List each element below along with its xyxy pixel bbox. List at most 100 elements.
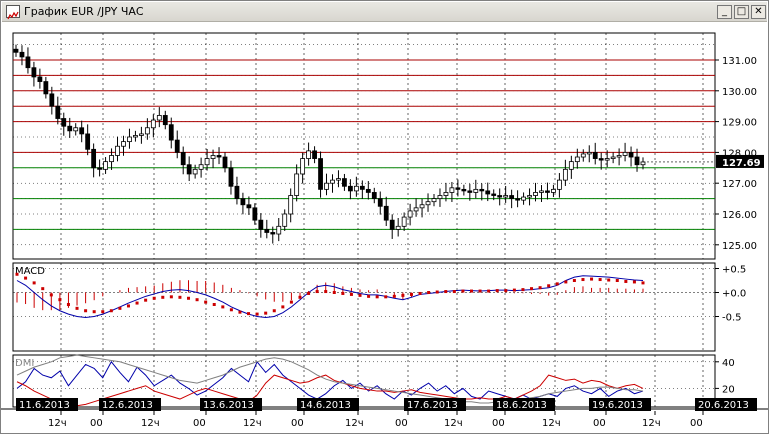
macd-signal-point xyxy=(298,295,302,299)
candle-body xyxy=(610,156,616,159)
dmi-minus-line xyxy=(16,374,644,407)
macd-panel[interactable]: +0.5 +0.0 -0.5 MACD xyxy=(12,262,746,352)
macd-signal-point xyxy=(547,284,551,288)
macd-signal-point xyxy=(341,291,345,295)
candle-body xyxy=(443,192,449,196)
candle-body xyxy=(61,118,67,127)
date-label: 20.6.2013 xyxy=(698,400,749,411)
candle-body xyxy=(598,158,604,161)
candle-body xyxy=(419,204,425,209)
macd-signal-point xyxy=(84,309,88,313)
macd-tick-label: +0.0 xyxy=(722,289,746,300)
macd-signal-point xyxy=(607,278,611,282)
dmi-tick-label: 20 xyxy=(722,384,735,395)
macd-signal-point xyxy=(478,289,482,293)
candle-body xyxy=(13,48,19,53)
macd-signal-point xyxy=(572,279,576,282)
candle-body xyxy=(527,195,532,198)
candle-body xyxy=(365,188,371,193)
candle-body xyxy=(73,127,79,132)
candle-body xyxy=(180,151,186,166)
macd-signal-point xyxy=(161,295,165,299)
macd-signal-point xyxy=(126,304,130,308)
maximize-button[interactable]: □ xyxy=(734,5,749,19)
window-title: График EUR /JPY ЧАС xyxy=(24,5,144,18)
candle-body xyxy=(258,219,264,230)
candle-body xyxy=(371,192,377,200)
candle-body xyxy=(628,151,634,158)
candle-body xyxy=(592,151,598,159)
macd-signal-point xyxy=(75,306,79,310)
macd-signal-point xyxy=(521,288,525,292)
date-label: 12.6.2013 xyxy=(102,400,153,411)
candle-body xyxy=(562,168,568,181)
macd-signal-point xyxy=(581,278,585,282)
candle-body xyxy=(31,67,37,78)
chart-window-icon xyxy=(6,5,20,20)
candle-body xyxy=(413,207,419,212)
candle-body xyxy=(336,178,341,181)
candle-body xyxy=(437,195,443,200)
candle-body xyxy=(43,81,49,95)
date-label: 13.6.2013 xyxy=(203,400,254,411)
macd-signal-point xyxy=(41,287,45,291)
macd-signal-point xyxy=(512,288,516,292)
price-panel[interactable]: 131.00 130.00 129.00 128.00 127.00 126.00 125.… xyxy=(12,32,764,260)
chart-area[interactable]: 131.00 130.00 129.00 128.00 127.00 126.00 125.… xyxy=(1,22,768,434)
candle-body xyxy=(282,213,288,227)
candle-body xyxy=(604,158,610,161)
close-button[interactable]: ✕ xyxy=(751,5,766,19)
macd-signal-point xyxy=(401,293,405,297)
title-bar[interactable]: График EUR /JPY ЧАС _ □ ✕ xyxy=(2,2,767,22)
macd-signal-point xyxy=(281,305,285,309)
candle-body xyxy=(133,135,138,138)
macd-signal-point xyxy=(101,310,105,314)
candle-body xyxy=(586,151,592,155)
candle-body xyxy=(377,198,383,207)
hour-label: 12ч xyxy=(444,418,463,429)
macd-signal-point xyxy=(15,272,19,276)
candle-body xyxy=(156,115,162,121)
macd-signal-point xyxy=(264,311,268,315)
hour-label: 00 xyxy=(90,418,103,429)
candle-body xyxy=(312,150,317,159)
candle-body xyxy=(294,173,300,196)
macd-signal-point xyxy=(495,289,499,293)
macd-signal-point xyxy=(204,300,208,304)
macd-signal-point xyxy=(461,289,465,293)
date-label-box xyxy=(695,398,757,411)
candle-body xyxy=(449,187,455,193)
candle-body xyxy=(324,182,329,190)
candle-body xyxy=(37,76,43,82)
date-label-box xyxy=(297,398,359,411)
date-label: 11.6.2013 xyxy=(19,400,70,411)
hour-label: 00 xyxy=(690,418,703,429)
candle-body xyxy=(270,232,276,235)
candle-body xyxy=(330,179,335,184)
macd-signal-point xyxy=(332,291,336,294)
macd-signal-point xyxy=(349,292,353,296)
macd-signal-point xyxy=(358,293,362,297)
macd-signal-point xyxy=(435,290,439,294)
candle-body xyxy=(551,188,556,193)
price-tick-label: 128.00 xyxy=(722,148,757,159)
candle-body xyxy=(127,136,132,143)
macd-signal-point xyxy=(504,289,508,293)
macd-signal-point xyxy=(238,310,242,314)
candle-body xyxy=(91,148,97,169)
macd-tick-label: -0.5 xyxy=(722,313,742,324)
hour-label: 00 xyxy=(593,418,606,429)
macd-signal-point xyxy=(324,290,328,294)
candle-body xyxy=(580,153,586,158)
candle-body xyxy=(210,155,216,159)
minimize-button[interactable]: _ xyxy=(717,5,732,19)
candle-body xyxy=(503,195,509,198)
candle-body xyxy=(246,204,252,209)
date-label-box xyxy=(200,398,262,411)
candle-body xyxy=(300,158,306,175)
macd-signal-point xyxy=(564,280,568,284)
candle-body xyxy=(353,185,359,192)
candle-body xyxy=(521,196,526,201)
candle-body xyxy=(67,125,73,132)
